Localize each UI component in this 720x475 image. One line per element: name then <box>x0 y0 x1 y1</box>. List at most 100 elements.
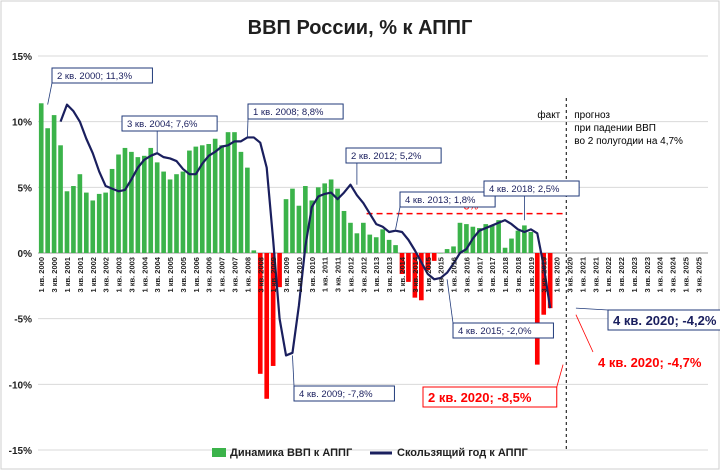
gdp-bar <box>438 253 443 254</box>
annotation-leader <box>395 206 401 230</box>
x-tick-label: 3 кв. 2008 <box>256 257 265 292</box>
gdp-bar <box>154 162 160 253</box>
gdp-bar <box>502 247 508 253</box>
gdp-bar <box>425 253 431 271</box>
legend-bar-swatch <box>212 448 226 457</box>
forecast-label-line1: прогноз <box>574 110 610 121</box>
y-axis-ticks: 15% 10% 5% 0% -5% -10% -15% <box>9 52 32 457</box>
x-tick-label: 3 кв. 2014 <box>411 256 420 292</box>
annotation-box <box>452 322 554 339</box>
x-tick-label: 3 кв. 2010 <box>308 257 317 292</box>
gdp-bar <box>180 171 186 253</box>
x-tick-label: 1 кв. 2001 <box>63 257 72 292</box>
gdp-bar <box>464 224 469 253</box>
gdp-bar <box>283 199 289 253</box>
x-tick-label: 3 кв. 2011 <box>334 257 343 292</box>
x-tick-label: 3 кв. 2005 <box>179 257 188 292</box>
gdp-bar <box>161 171 166 253</box>
annotation-label: 4 кв. 2015; -2,0% <box>458 326 532 337</box>
gdp-bar <box>225 132 231 253</box>
gdp-bar <box>64 191 70 253</box>
x-tick-label: 3 кв. 2003 <box>127 257 136 292</box>
gdp-bar <box>534 253 540 365</box>
x-tick-label: 1 кв. 2006 <box>192 257 201 292</box>
gdp-bar <box>431 253 437 261</box>
gdp-bar <box>206 143 212 253</box>
gdp-bar <box>174 174 179 253</box>
gdp-bar <box>167 179 173 253</box>
rolling-year-line <box>59 103 552 357</box>
gdp-bar <box>483 224 489 253</box>
annotation-leader <box>446 279 454 324</box>
annotation-box <box>293 385 395 402</box>
gdp-bar <box>348 222 353 253</box>
x-tick-label: 1 кв. 2013 <box>372 257 381 292</box>
gdp-bar <box>361 222 366 253</box>
annotation-label: 2 кв. 2000; 11,3% <box>57 71 133 82</box>
annotation-leader <box>47 82 53 105</box>
x-tick-label: 3 кв. 2019 <box>540 257 549 292</box>
gdp-bar <box>412 253 418 298</box>
x-tick-label: 1 кв. 2012 <box>346 257 355 292</box>
x-tick-label: 3 кв. 2001 <box>76 257 85 292</box>
annotation-box <box>51 67 153 84</box>
annotation-box <box>607 309 720 331</box>
x-tick-label: 1 кв. 2020 <box>553 257 562 292</box>
x-tick-label: 3 кв. 2021 <box>591 257 600 292</box>
gdp-bar <box>251 250 257 253</box>
y-tick-label: 15% <box>12 52 32 63</box>
x-tick-label: 3 кв. 2017 <box>488 257 497 292</box>
x-tick-label: 1 кв. 2010 <box>295 257 304 292</box>
x-tick-label: 1 кв. 2004 <box>140 256 149 292</box>
y-tick-label: 0% <box>18 249 33 260</box>
gdp-bar <box>58 145 63 253</box>
x-tick-label: 1 кв. 2021 <box>578 257 587 292</box>
gdp-bar <box>367 234 373 253</box>
x-tick-label: 1 кв. 2014 <box>398 256 407 292</box>
gdp-bar <box>245 167 250 253</box>
gdp-bar <box>277 253 282 288</box>
gdp-bar <box>77 174 83 253</box>
gdp-bar <box>444 249 450 253</box>
x-tick-label: 1 кв. 2023 <box>630 257 639 292</box>
x-tick-label: 1 кв. 2005 <box>166 257 175 292</box>
x-tick-label: 1 кв. 2002 <box>89 257 98 292</box>
annotation-label: 4 кв. 2020; -4,2% <box>613 313 717 328</box>
x-tick-label: 3 кв. 2013 <box>385 257 394 292</box>
gdp-bar <box>399 253 405 275</box>
forecast-label-line3: во 2 полугодии на 4,7% <box>574 136 683 147</box>
annotation-box <box>422 386 558 408</box>
x-tick-label: 1 кв. 2024 <box>656 256 665 292</box>
gdp-bar <box>212 138 218 253</box>
x-tick-label: 3 кв. 2025 <box>694 257 703 292</box>
gdp-bar <box>45 128 50 253</box>
x-tick-label: 1 кв. 2018 <box>501 257 510 292</box>
gdp-bar <box>489 225 495 253</box>
gdp-bar <box>103 192 108 253</box>
gdp-bar <box>457 222 463 253</box>
chart-title: ВВП России, % к АППГ <box>248 17 473 39</box>
x-tick-label: 3 кв. 2015 <box>437 257 446 292</box>
gdp-bar <box>476 228 482 253</box>
gdp-bar <box>547 253 553 309</box>
fact-label: факт <box>537 109 560 121</box>
gdp-bar <box>257 253 263 374</box>
gdp-bar <box>219 145 224 253</box>
gdp-bar <box>116 154 121 253</box>
x-tick-label: 3 кв. 2018 <box>514 257 523 292</box>
gdp-bar <box>83 192 89 253</box>
gdp-bar <box>270 253 276 366</box>
forecast-label-line2: при падении ВВП <box>574 123 656 134</box>
gdp-bar <box>135 157 141 253</box>
legend-line-label: Скользящий год к АППГ <box>397 447 528 459</box>
gdp-bar <box>122 147 128 253</box>
gdp-bar <box>328 179 334 253</box>
gdp-bar <box>141 155 147 253</box>
gdp-bar <box>515 230 521 253</box>
x-tick-label: 1 кв. 2008 <box>243 257 252 292</box>
legend-bar-label: Динамика ВВП к АППГ <box>230 447 353 459</box>
x-tick-label: 1 кв. 2003 <box>115 257 124 292</box>
gdp-bar <box>335 188 340 253</box>
gdp-bar <box>90 200 96 253</box>
